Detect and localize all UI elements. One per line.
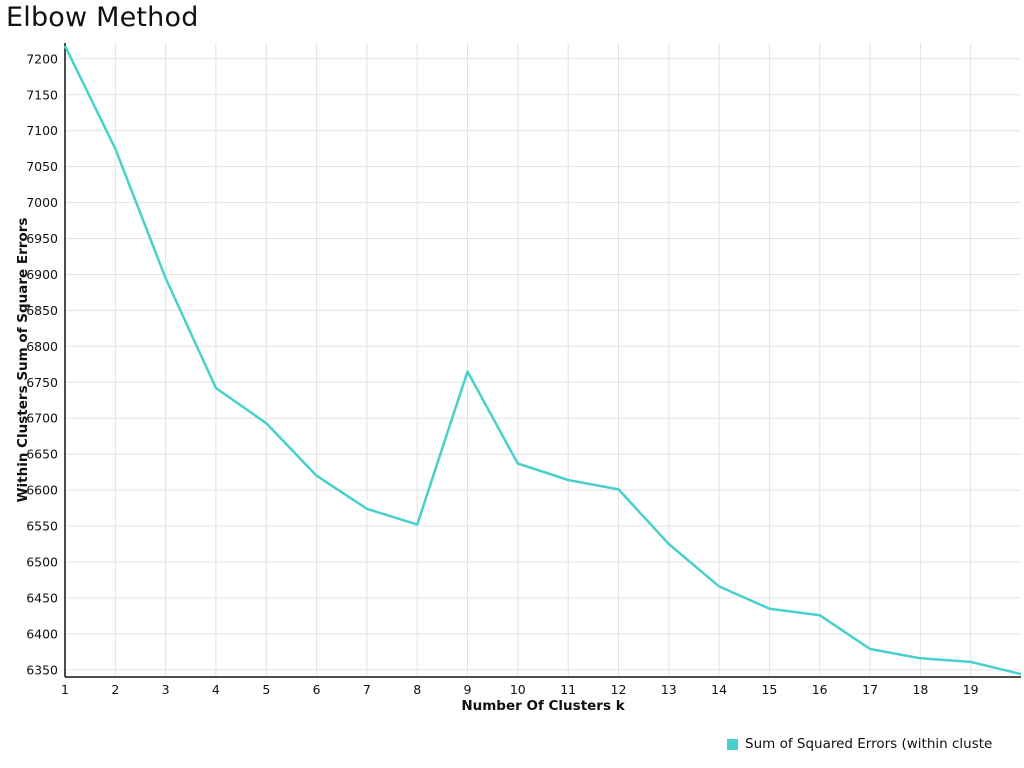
y-tick-label: 6450 xyxy=(26,590,58,605)
y-tick-label: 7100 xyxy=(26,123,58,138)
y-tick-label: 6400 xyxy=(26,626,58,641)
x-tick-label: 16 xyxy=(812,682,828,697)
y-tick-label: 7000 xyxy=(26,195,58,210)
x-tick-label: 9 xyxy=(464,682,472,697)
y-tick-label: 7150 xyxy=(26,87,58,102)
legend-label: Sum of Squared Errors (within cluste xyxy=(745,736,993,752)
x-tick-label: 7 xyxy=(363,682,371,697)
legend-swatch-icon xyxy=(727,738,738,750)
x-tick-label: 10 xyxy=(510,682,526,697)
x-tick-label: 14 xyxy=(711,682,727,697)
x-tick-label: 2 xyxy=(111,682,119,697)
y-tick-label: 7200 xyxy=(26,51,58,66)
x-tick-label: 3 xyxy=(162,682,170,697)
x-tick-label: 8 xyxy=(413,682,421,697)
x-tick-label: 18 xyxy=(912,682,928,697)
x-tick-label: 11 xyxy=(560,682,576,697)
y-tick-label: 6950 xyxy=(26,231,58,246)
y-tick-label: 6900 xyxy=(26,267,58,282)
y-tick-label: 6750 xyxy=(26,375,58,390)
x-tick-label: 1 xyxy=(61,682,69,697)
x-tick-label: 6 xyxy=(313,682,321,697)
y-tick-label: 6550 xyxy=(26,519,58,534)
x-axis-label: Number Of Clusters k xyxy=(461,698,625,714)
x-tick-label: 19 xyxy=(963,682,979,697)
y-tick-label: 6350 xyxy=(26,662,58,677)
y-tick-label: 6800 xyxy=(26,339,58,354)
x-tick-label: 4 xyxy=(212,682,220,697)
y-tick-label: 7050 xyxy=(26,159,58,174)
y-tick-label: 6600 xyxy=(26,483,58,498)
chart-title: Elbow Method xyxy=(6,2,199,33)
x-tick-label: 12 xyxy=(611,682,627,697)
x-tick-label: 5 xyxy=(262,682,270,697)
x-tick-label: 13 xyxy=(661,682,677,697)
x-tick-label: 15 xyxy=(761,682,777,697)
y-tick-label: 6850 xyxy=(26,303,58,318)
x-tick-label: 17 xyxy=(862,682,878,697)
y-tick-label: 6650 xyxy=(26,447,58,462)
legend: Sum of Squared Errors (within cluste xyxy=(727,736,992,752)
y-tick-label: 6700 xyxy=(26,411,58,426)
y-tick-label: 6500 xyxy=(26,555,58,570)
sse-line-series xyxy=(63,45,1022,676)
